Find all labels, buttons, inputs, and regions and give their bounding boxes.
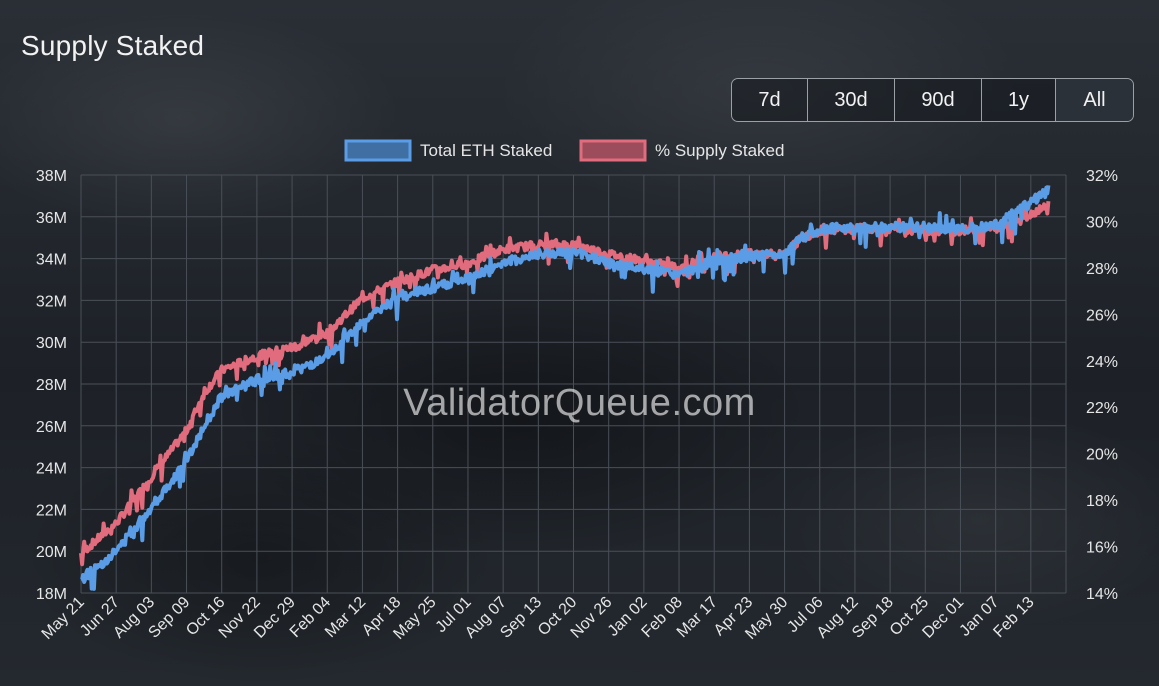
y-left-tick-label: 24M bbox=[36, 461, 67, 478]
y-right-tick-label: 14% bbox=[1086, 586, 1118, 603]
range-button-7d[interactable]: 7d bbox=[732, 79, 808, 121]
y-right-tick-label: 16% bbox=[1086, 540, 1118, 557]
legend-label-total-eth[interactable]: Total ETH Staked bbox=[420, 141, 552, 160]
chart-legend: Total ETH Staked % Supply Staked bbox=[344, 139, 784, 162]
y-left-tick-label: 26M bbox=[36, 419, 67, 436]
x-tick-label: Mar 17 bbox=[674, 594, 721, 641]
y-left-tick-label: 36M bbox=[36, 210, 67, 227]
y-right-tick-label: 22% bbox=[1086, 400, 1118, 417]
y-right-tick-label: 26% bbox=[1086, 307, 1118, 324]
y-left-tick-label: 22M bbox=[36, 502, 67, 519]
legend-swatch-pct-supply[interactable] bbox=[579, 139, 647, 162]
time-range-selector: 7d 30d 90d 1y All bbox=[731, 78, 1134, 122]
x-tick-label: Feb 13 bbox=[990, 594, 1037, 641]
x-tick-label: Mar 12 bbox=[322, 594, 369, 641]
range-button-30d[interactable]: 30d bbox=[808, 79, 895, 121]
y-left-tick-label: 30M bbox=[36, 335, 67, 352]
y-right-tick-label: 28% bbox=[1086, 261, 1118, 278]
y-left-tick-label: 38M bbox=[36, 168, 67, 185]
range-button-1y[interactable]: 1y bbox=[982, 79, 1056, 121]
y-left-tick-label: 34M bbox=[36, 252, 67, 269]
page-title: Supply Staked bbox=[21, 30, 205, 61]
y-right-tick-label: 18% bbox=[1086, 493, 1118, 510]
legend-label-pct-supply[interactable]: % Supply Staked bbox=[655, 141, 784, 160]
y-right-tick-label: 20% bbox=[1086, 447, 1118, 464]
chart-series bbox=[79, 185, 1051, 591]
y-left-tick-label: 32M bbox=[36, 293, 67, 310]
y-right-tick-label: 24% bbox=[1086, 354, 1118, 371]
y-left-tick-label: 18M bbox=[36, 586, 67, 603]
range-button-90d[interactable]: 90d bbox=[895, 79, 982, 121]
y-left-tick-label: 20M bbox=[36, 544, 67, 561]
legend-swatch-total-eth[interactable] bbox=[344, 139, 412, 162]
series-line-total-eth-staked bbox=[80, 185, 1051, 591]
range-button-all[interactable]: All bbox=[1056, 79, 1133, 121]
y-right-tick-label: 32% bbox=[1086, 168, 1118, 185]
y-left-tick-label: 28M bbox=[36, 377, 67, 394]
y-right-tick-label: 30% bbox=[1086, 214, 1118, 231]
